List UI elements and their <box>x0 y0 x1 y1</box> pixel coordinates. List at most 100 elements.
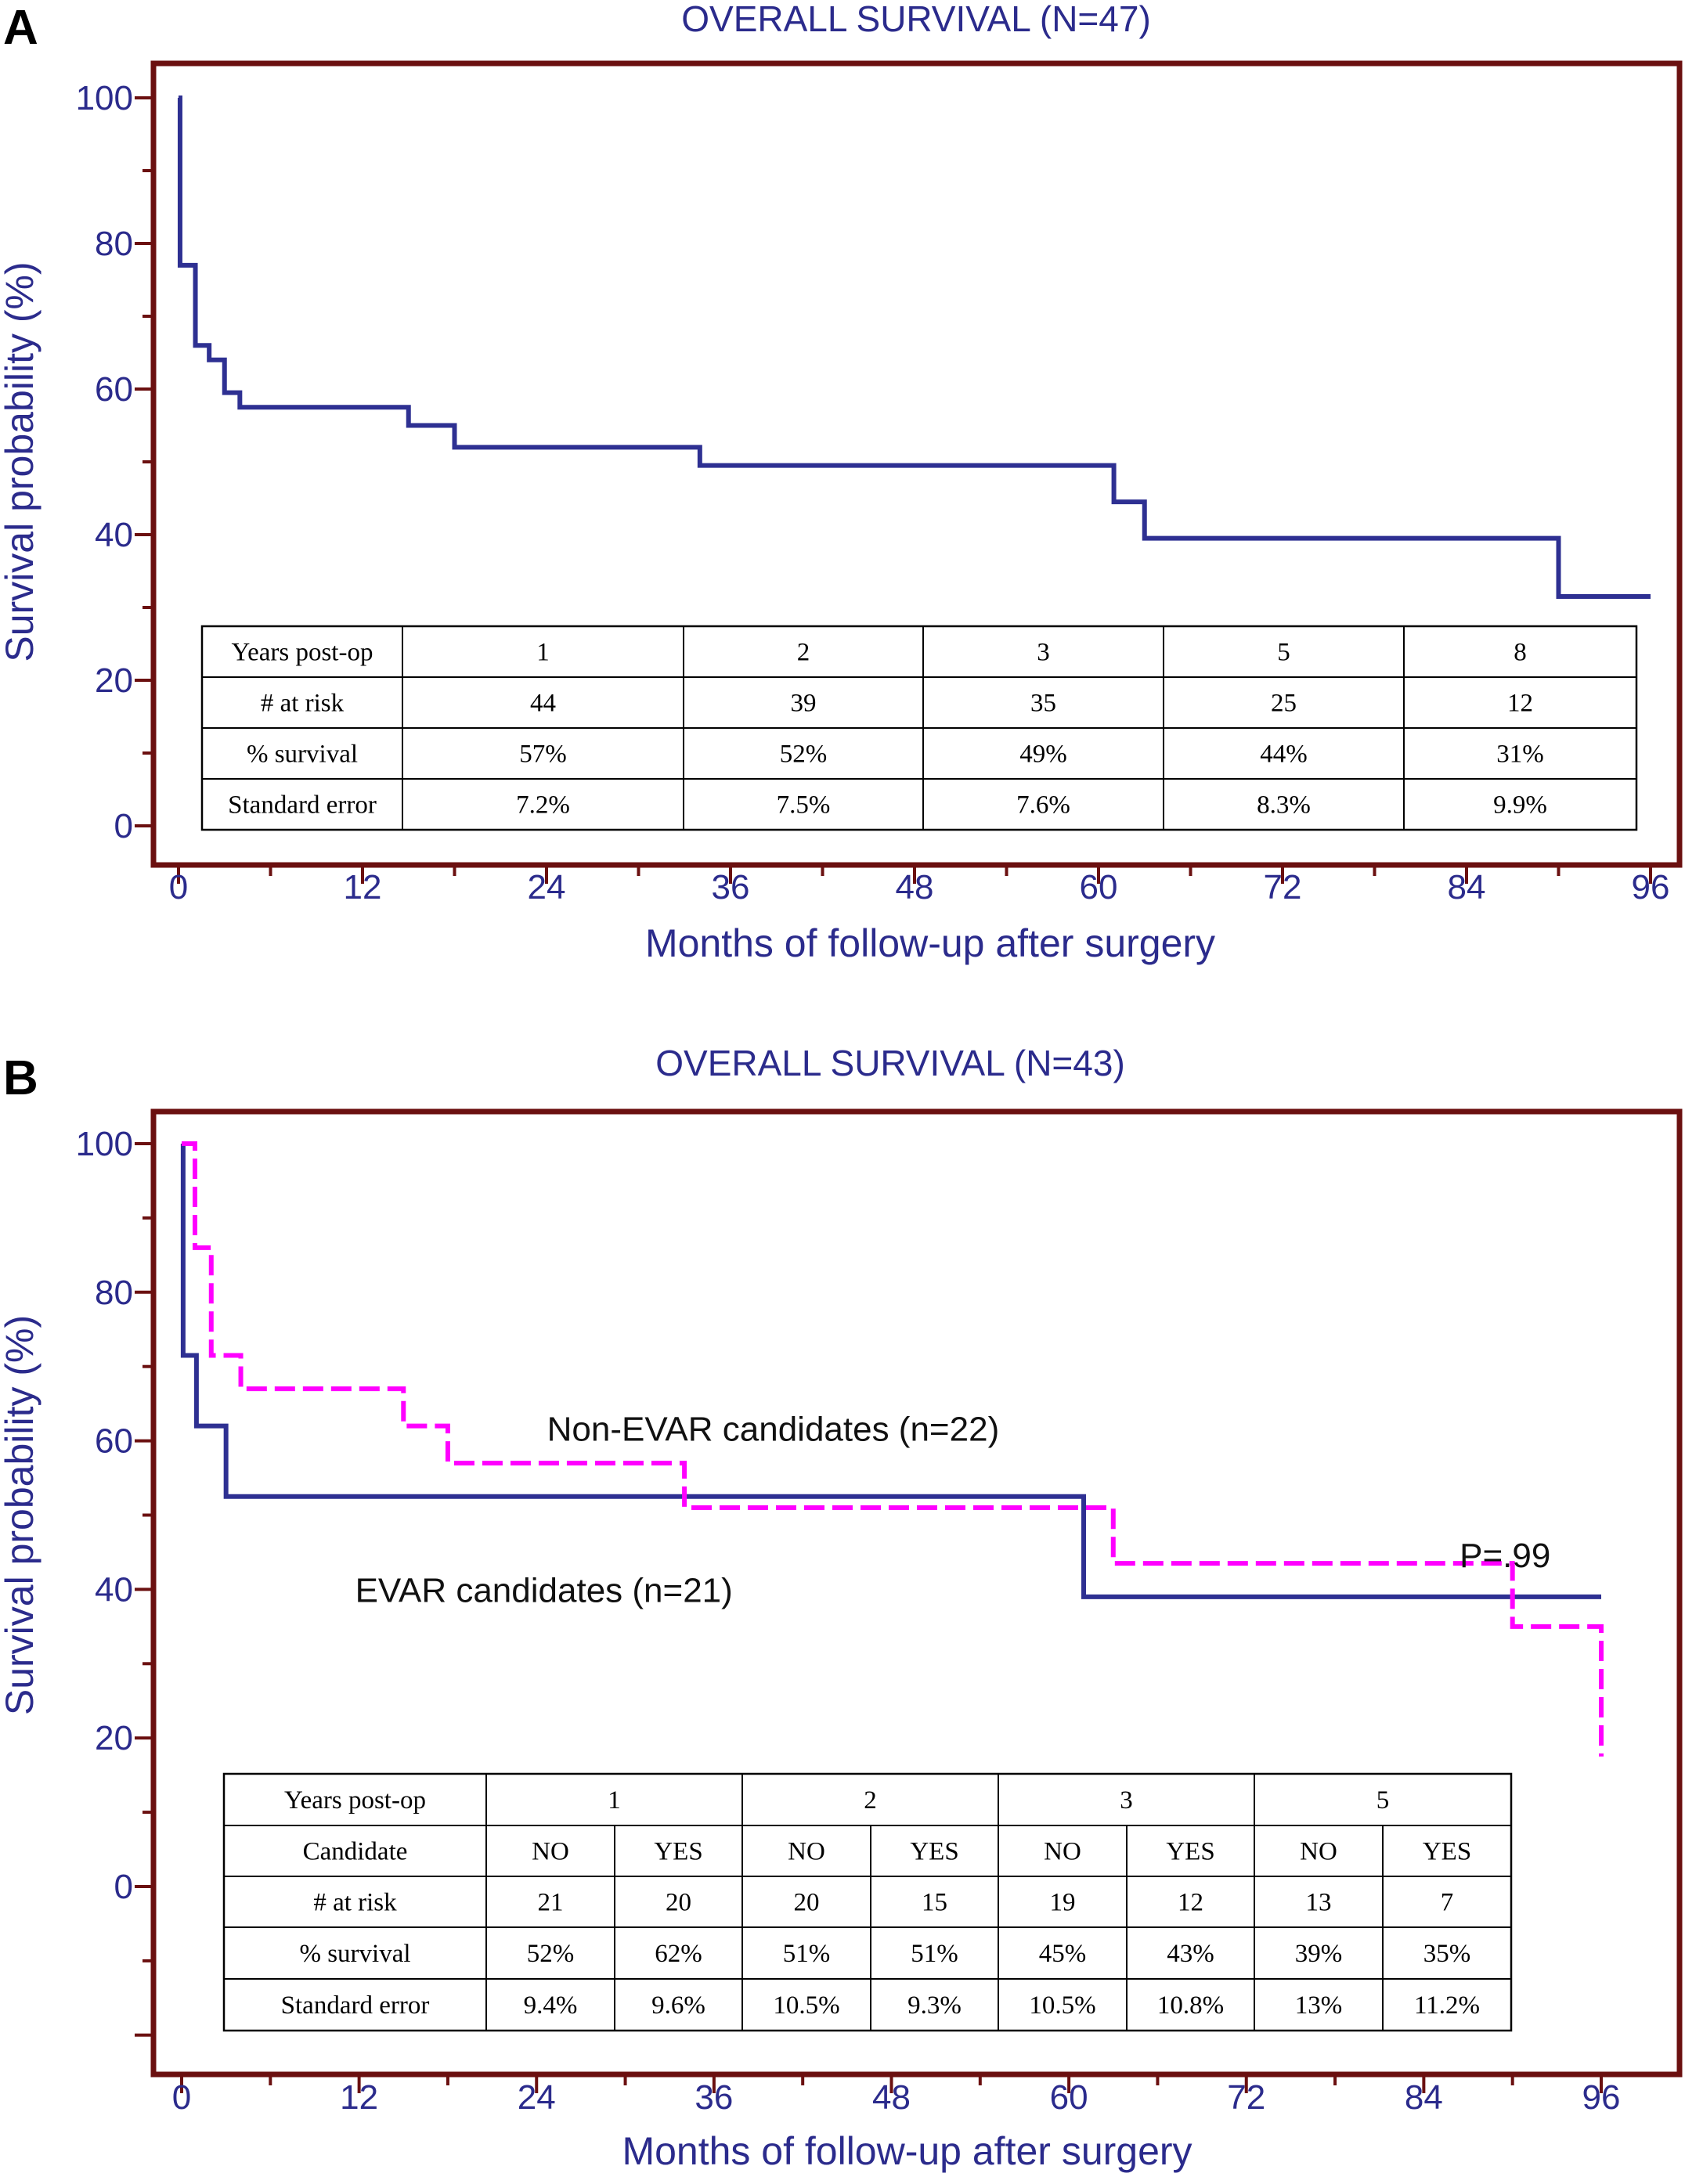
table-cell: 39 <box>791 690 817 718</box>
table-cell: 9.9% <box>1493 791 1547 820</box>
table-cell: 8.3% <box>1257 791 1311 820</box>
table-cell: 43% <box>1167 1940 1214 1968</box>
table-cell: 9.6% <box>651 1991 705 2020</box>
x-tick-label: 72 <box>1264 868 1302 906</box>
x-tick-label: 12 <box>344 868 382 906</box>
table-cell: 13% <box>1295 1991 1343 2020</box>
table-cell: 19 <box>1050 1889 1076 1917</box>
table-cell: 13 <box>1306 1889 1332 1917</box>
x-tick-label: 36 <box>695 2078 733 2117</box>
y-tick-label: 80 <box>95 1274 133 1312</box>
x-tick-label: 84 <box>1448 868 1486 906</box>
table-cell: 7.6% <box>1016 791 1070 820</box>
table-cell: 7.2% <box>516 791 570 820</box>
table-row-label: # at risk <box>261 690 345 718</box>
plot-frame <box>150 60 1683 868</box>
table-cell: 35 <box>1030 690 1056 718</box>
x-axis-label: Months of follow-up after surgery <box>645 921 1215 965</box>
table-header-year: 5 <box>1377 1786 1390 1815</box>
table-subheader-cell: NO <box>788 1838 825 1866</box>
table-row-label: Candidate <box>303 1838 408 1866</box>
table-header-year: 2 <box>797 639 810 667</box>
table-cell: 20 <box>666 1889 691 1917</box>
plot-frame <box>150 1108 1683 2078</box>
chart-title: OVERALL SURVIVAL (N=43) <box>655 1043 1125 1083</box>
x-tick-label: 36 <box>712 868 750 906</box>
table-row-label: % survival <box>299 1940 410 1968</box>
panel-label: B <box>3 1051 38 1105</box>
table-row-label: Standard error <box>228 791 377 820</box>
table-header-year: 3 <box>1037 639 1050 667</box>
x-tick-label: 84 <box>1405 2078 1443 2117</box>
y-tick-label: 20 <box>95 661 133 700</box>
x-tick-label: 0 <box>169 868 188 906</box>
table-cell: 39% <box>1295 1940 1343 1968</box>
y-tick-label: 40 <box>95 1570 133 1609</box>
x-tick-label: 12 <box>340 2078 378 2117</box>
table-cell: 57% <box>519 741 567 769</box>
table-cell: 62% <box>655 1940 702 1968</box>
y-tick-label: 100 <box>76 79 133 117</box>
curve-annotation: Non-EVAR candidates (n=22) <box>547 1411 1000 1449</box>
table-header-year: 3 <box>1120 1786 1133 1815</box>
survival-curve-main <box>177 96 1651 600</box>
curve-annotation: EVAR candidates (n=21) <box>355 1572 733 1610</box>
table-cell: 44 <box>530 690 556 718</box>
x-tick-label: 24 <box>528 868 566 906</box>
y-tick-label: 60 <box>95 370 133 409</box>
table-cell: 51% <box>911 1940 958 1968</box>
y-axis-label: Survival probability (%) <box>0 1315 41 1715</box>
table-subheader-cell: YES <box>1166 1838 1214 1866</box>
table-cell: 21 <box>538 1889 564 1917</box>
x-tick-label: 60 <box>1080 868 1118 906</box>
table-cell: 7.5% <box>777 791 831 820</box>
panel-label: A <box>3 1 38 55</box>
table-header-year: 1 <box>536 639 550 667</box>
table-subheader-cell: NO <box>1300 1838 1337 1866</box>
table-cell: 44% <box>1260 741 1308 769</box>
table-cell: 31% <box>1496 741 1544 769</box>
table-header-year: 8 <box>1514 639 1527 667</box>
table-header-label: Years post-op <box>232 639 373 667</box>
x-tick-label: 0 <box>172 2078 191 2117</box>
table-cell: 52% <box>780 741 828 769</box>
x-tick-label: 72 <box>1227 2078 1265 2117</box>
x-tick-label: 60 <box>1050 2078 1088 2117</box>
table-cell: 52% <box>527 1940 575 1968</box>
table-cell: 12 <box>1507 690 1533 718</box>
table-row-label: % survival <box>247 741 358 769</box>
table-subheader-cell: NO <box>1044 1838 1081 1866</box>
table-cell: 25 <box>1271 690 1297 718</box>
x-tick-label: 96 <box>1632 868 1670 906</box>
y-tick-label: 80 <box>95 225 133 263</box>
y-axis-label: Survival probability (%) <box>0 261 41 661</box>
chart-title: OVERALL SURVIVAL (N=47) <box>681 0 1151 39</box>
survival-curve-main <box>180 1141 1601 1599</box>
table-cell: 10.5% <box>773 1991 839 2020</box>
x-tick-label: 48 <box>896 868 934 906</box>
table-cell: 51% <box>783 1940 831 1968</box>
x-tick-label: 24 <box>518 2078 556 2117</box>
table-header-year: 2 <box>864 1786 877 1815</box>
table-cell: 15 <box>922 1889 947 1917</box>
table-row-label: # at risk <box>313 1889 397 1917</box>
y-tick-label: 100 <box>76 1125 133 1163</box>
table-header-year: 5 <box>1277 639 1290 667</box>
table-cell: 20 <box>794 1889 820 1917</box>
table-cell: 9.4% <box>524 1991 578 2020</box>
table-cell: 9.3% <box>907 1991 962 2020</box>
table-subheader-cell: YES <box>910 1838 958 1866</box>
y-tick-label: 0 <box>114 1868 133 1906</box>
y-tick-label: 0 <box>114 807 133 845</box>
table-cell: 12 <box>1178 1889 1203 1917</box>
table-header-year: 1 <box>608 1786 621 1815</box>
table-subheader-cell: NO <box>532 1838 569 1866</box>
y-tick-label: 60 <box>95 1422 133 1461</box>
y-tick-label: 20 <box>95 1719 133 1757</box>
table-subheader-cell: YES <box>654 1838 702 1866</box>
x-axis-label: Months of follow-up after surgery <box>622 2129 1192 2173</box>
risk-table <box>222 1772 1513 2032</box>
